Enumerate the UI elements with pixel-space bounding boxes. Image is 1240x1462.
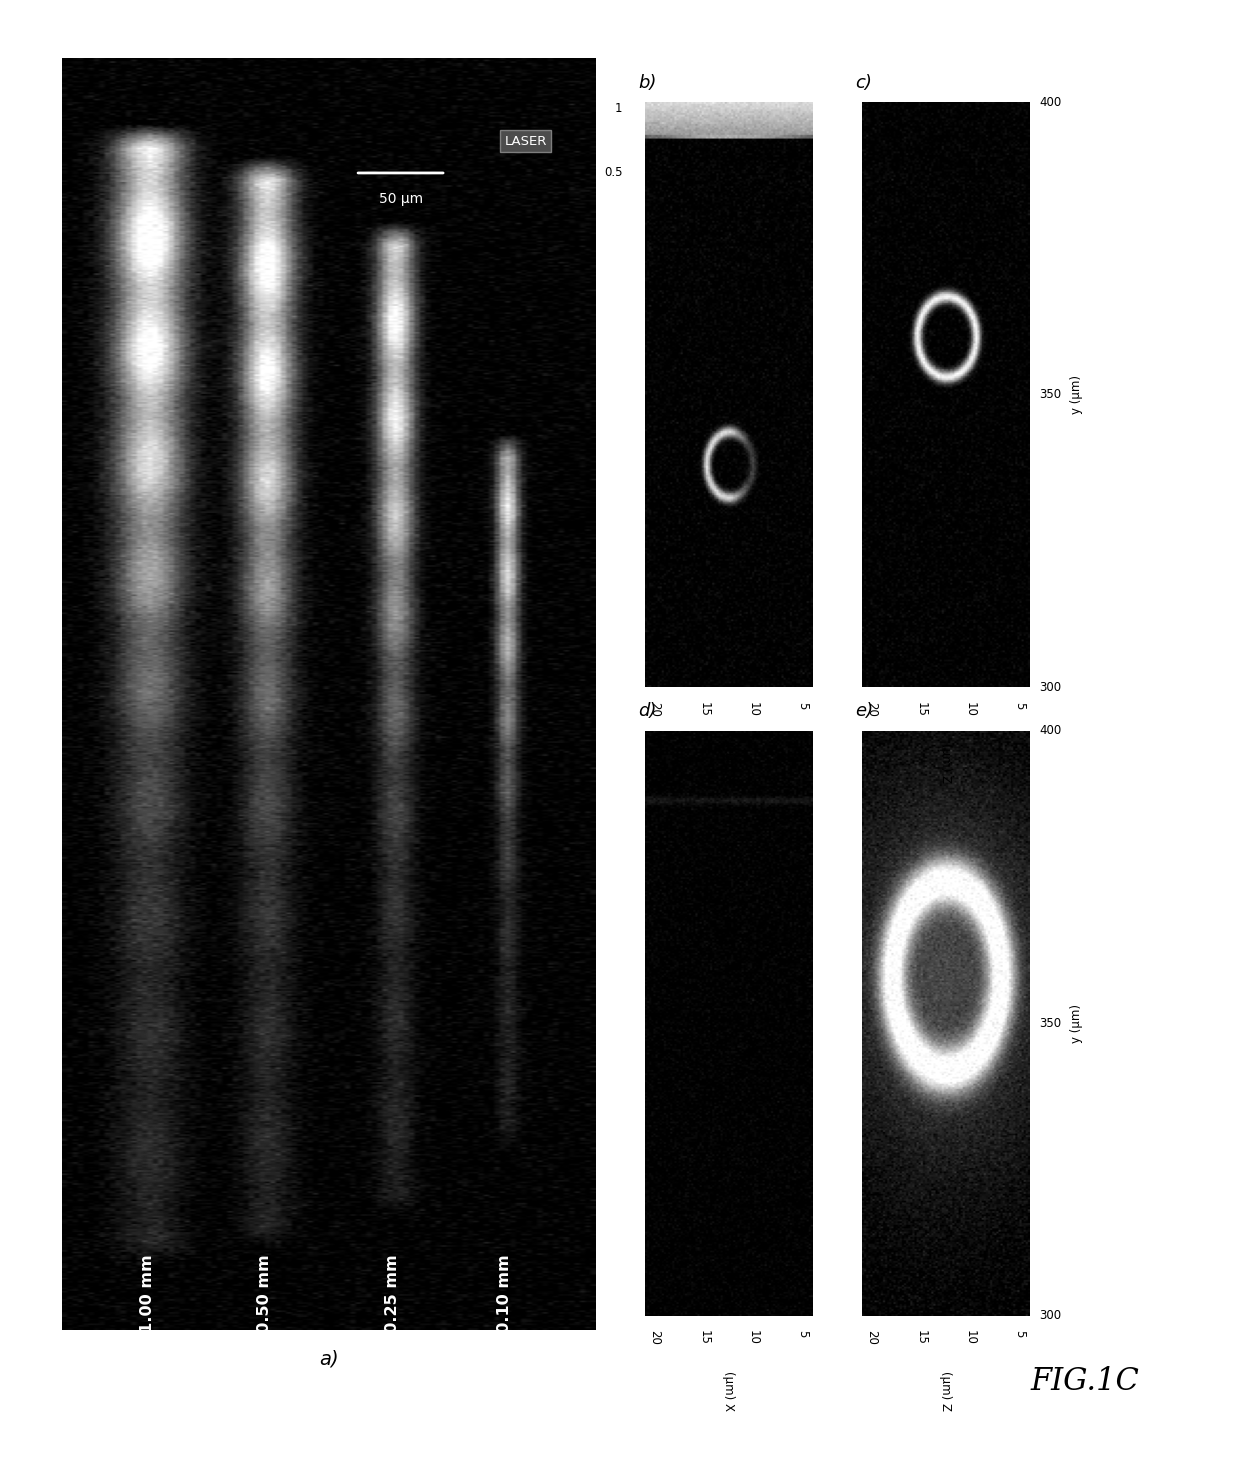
Text: 10: 10 <box>963 1330 977 1345</box>
Text: 20: 20 <box>649 702 661 716</box>
Text: LASER: LASER <box>505 135 547 148</box>
Text: 20: 20 <box>866 1330 878 1345</box>
Text: 350: 350 <box>1039 389 1061 401</box>
Text: (μm) X: (μm) X <box>722 743 735 782</box>
Text: a): a) <box>319 1349 339 1368</box>
Text: (μm) Z: (μm) Z <box>939 743 952 782</box>
Text: 50 μm: 50 μm <box>378 192 423 206</box>
Text: 20: 20 <box>866 702 878 716</box>
Text: 15: 15 <box>697 702 711 716</box>
Text: d = 0.50 mm: d = 0.50 mm <box>257 1254 272 1368</box>
Text: b): b) <box>639 73 657 92</box>
Text: 5: 5 <box>1013 1330 1025 1338</box>
Text: 15: 15 <box>697 1330 711 1345</box>
Text: 300: 300 <box>1039 681 1061 693</box>
Text: e): e) <box>856 702 874 721</box>
Text: 5: 5 <box>796 702 808 709</box>
Text: 10: 10 <box>746 702 760 716</box>
Text: 5: 5 <box>1013 702 1025 709</box>
Text: 10: 10 <box>963 702 977 716</box>
Text: 10: 10 <box>746 1330 760 1345</box>
Text: c): c) <box>856 73 873 92</box>
Text: (μm) X: (μm) X <box>722 1371 735 1411</box>
Text: 15: 15 <box>914 702 928 716</box>
Text: 20: 20 <box>649 1330 661 1345</box>
Text: d): d) <box>639 702 657 721</box>
Text: 15: 15 <box>914 1330 928 1345</box>
Text: 5: 5 <box>796 1330 808 1338</box>
Text: y (μm): y (μm) <box>1070 1004 1083 1042</box>
Text: 1: 1 <box>615 102 622 115</box>
Text: 350: 350 <box>1039 1018 1061 1029</box>
Text: 400: 400 <box>1039 96 1061 108</box>
Text: y (μm): y (μm) <box>1070 376 1083 414</box>
Text: d = 1.00 mm: d = 1.00 mm <box>140 1254 155 1368</box>
Text: FIG.1C: FIG.1C <box>1030 1366 1140 1398</box>
Text: (μm) Z: (μm) Z <box>939 1371 952 1411</box>
Text: d = 0.25 mm: d = 0.25 mm <box>386 1254 401 1368</box>
Text: 0.5: 0.5 <box>604 167 622 178</box>
Text: 300: 300 <box>1039 1310 1061 1322</box>
Text: d = 0.10 mm: d = 0.10 mm <box>497 1254 512 1368</box>
Text: 400: 400 <box>1039 725 1061 737</box>
